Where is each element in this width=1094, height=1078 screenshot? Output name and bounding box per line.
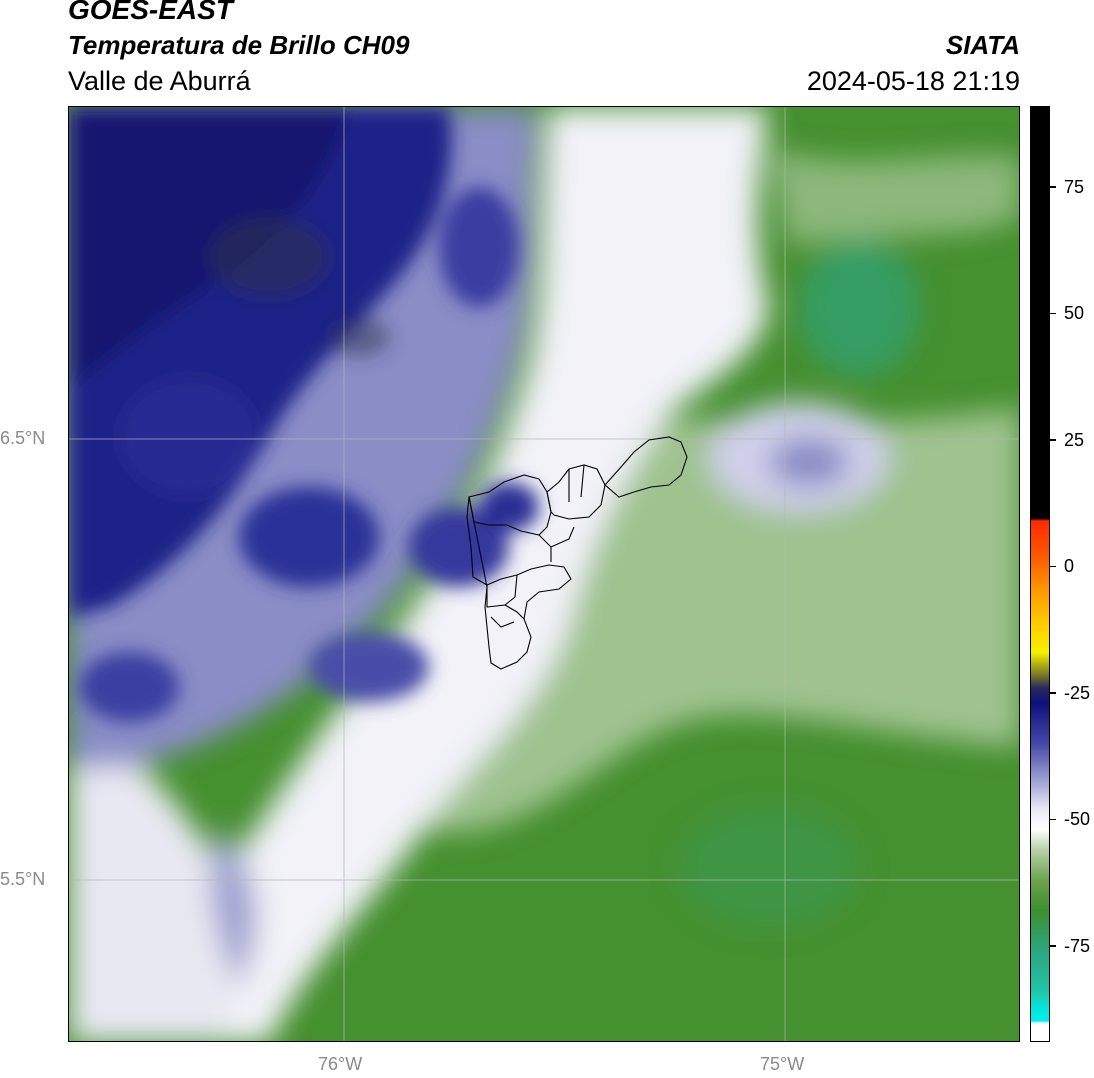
colorbar-tick-label: 25 [1064,429,1085,450]
colorbar-tick [1050,439,1056,441]
lat-label-6-5n: 6.5°N [0,428,46,448]
colorbar-tick-label: -25 [1064,682,1091,703]
lon-label-75w: 75°W [760,1054,805,1074]
colorbar-tick-label: -75 [1064,935,1091,956]
colorbar-tick [1050,312,1056,315]
lon-label-76w: 76°W [318,1054,363,1074]
region-boundaries [466,436,688,670]
colorbar-tick-label: -50 [1064,809,1091,830]
colorbar-tick [1050,818,1056,821]
agency-title: SIATA [945,30,1020,60]
satellite-title: GOES-EAST [68,0,233,25]
lat-label-5-5n: 5.5°N [0,869,46,889]
colorbar-tick-label: 0 [1064,556,1075,577]
colorbar-tick [1050,692,1056,694]
colorbar-tick-label: 50 [1064,303,1085,324]
product-title: Temperatura de Brillo CH09 [68,30,410,60]
colorbar [1030,106,1050,1042]
colorbar-tick [1050,565,1056,568]
datetime-title: 2024-05-18 21:19 [806,66,1020,96]
colorbar-tick [1050,186,1056,188]
brightness-temperature-map [68,106,1020,1042]
colorbar-tick [1050,945,1056,947]
region-title: Valle de Aburrá [68,66,251,96]
colorbar-tick-label: 75 [1064,176,1085,197]
